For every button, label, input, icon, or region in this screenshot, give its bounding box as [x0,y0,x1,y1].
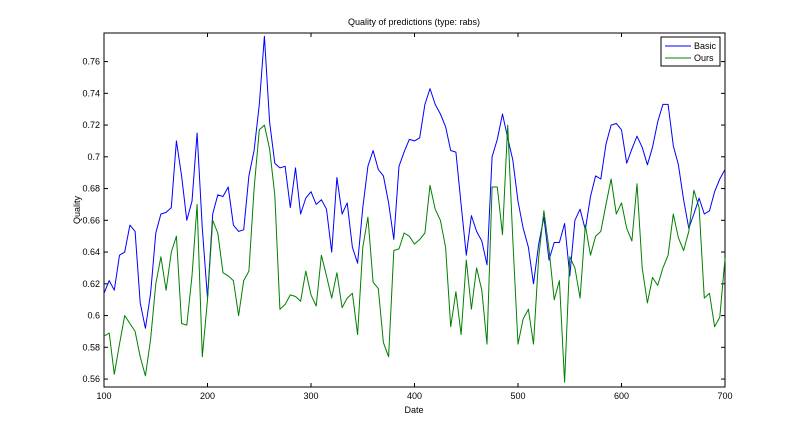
y-tick-label: 0.56 [82,374,100,384]
legend-label-ours: Ours [694,53,714,63]
series-layer [103,35,726,383]
x-tick-label: 500 [510,391,525,401]
legend-box [660,36,721,67]
y-tick-label: 0.58 [82,342,100,352]
y-tick-label: 0.68 [82,184,100,194]
x-tick-label: 200 [200,391,215,401]
y-tick-label: 0.74 [82,88,100,98]
y-axis-label: Quality [72,195,82,224]
y-tick-label: 0.64 [82,247,100,257]
y-axis: 0.56 0.58 0.6 0.62 0.64 0.66 0.68 0.7 0.72 0.74 0.… [82,57,725,384]
series-line-ours [103,124,726,383]
x-axis-label: Date [404,405,423,415]
y-tick-label: 0.76 [82,57,100,67]
x-tick-label: 700 [717,391,732,401]
y-tick-label: 0.7 [87,152,100,162]
legend: Basic Ours [660,36,721,67]
x-tick-label: 400 [407,391,422,401]
y-tick-label: 0.62 [82,279,100,289]
chart-title: Quality of predictions (type: rabs) [348,17,480,27]
x-axis: 100 200 300 400 500 600 700 [96,33,733,401]
legend-label-basic: Basic [694,41,717,51]
x-tick-label: 300 [303,391,318,401]
x-tick-label: 600 [614,391,629,401]
y-tick-label: 0.6 [87,311,100,321]
y-tick-label: 0.66 [82,215,100,225]
y-tick-label: 0.72 [82,120,100,130]
plot-area [103,32,726,388]
x-tick-label: 100 [96,391,111,401]
